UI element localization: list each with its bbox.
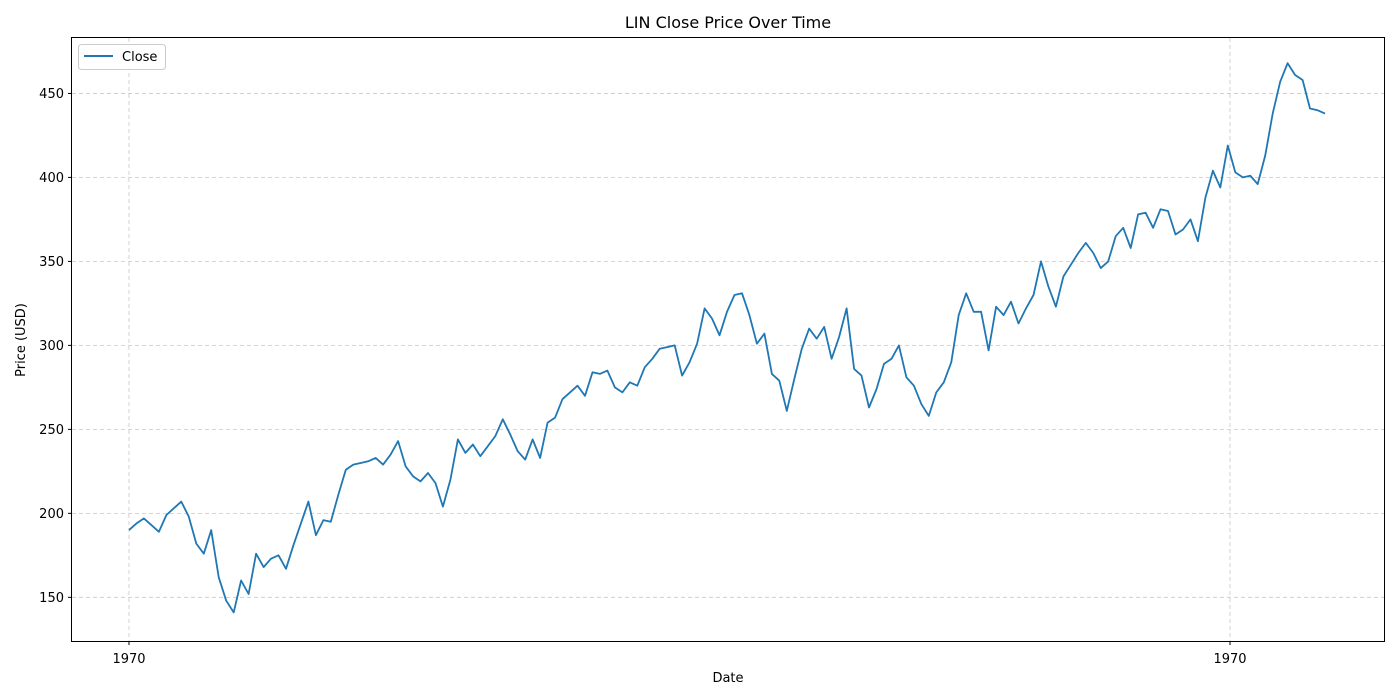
y-tick-label: 150: [39, 591, 64, 606]
x-tick-label: 1970: [1213, 652, 1246, 667]
y-tick-label: 450: [39, 87, 64, 102]
y-axis-label: Price (USD): [14, 303, 29, 377]
legend-label-close: Close: [122, 50, 157, 65]
y-tick-label: 400: [39, 171, 64, 186]
series-layer: [128, 62, 1326, 614]
x-axis-ticks: 1970 1970: [112, 641, 1247, 667]
legend-box: [78, 44, 166, 70]
series-line-close: [128, 62, 1326, 614]
legend: Close: [78, 44, 166, 70]
y-tick-label: 250: [39, 423, 64, 438]
x-tick-label: 1970: [112, 652, 145, 667]
chart-title: LIN Close Price Over Time: [625, 13, 831, 32]
x-axis-label: Date: [712, 671, 743, 686]
y-axis-ticks: 150 200 250 300 350 400 450: [39, 87, 72, 606]
y-tick-label: 300: [39, 339, 64, 354]
y-tick-label: 350: [39, 255, 64, 270]
plot-frame: [71, 37, 1385, 642]
y-tick-label: 200: [39, 507, 64, 522]
grid-lines: [72, 38, 1384, 641]
